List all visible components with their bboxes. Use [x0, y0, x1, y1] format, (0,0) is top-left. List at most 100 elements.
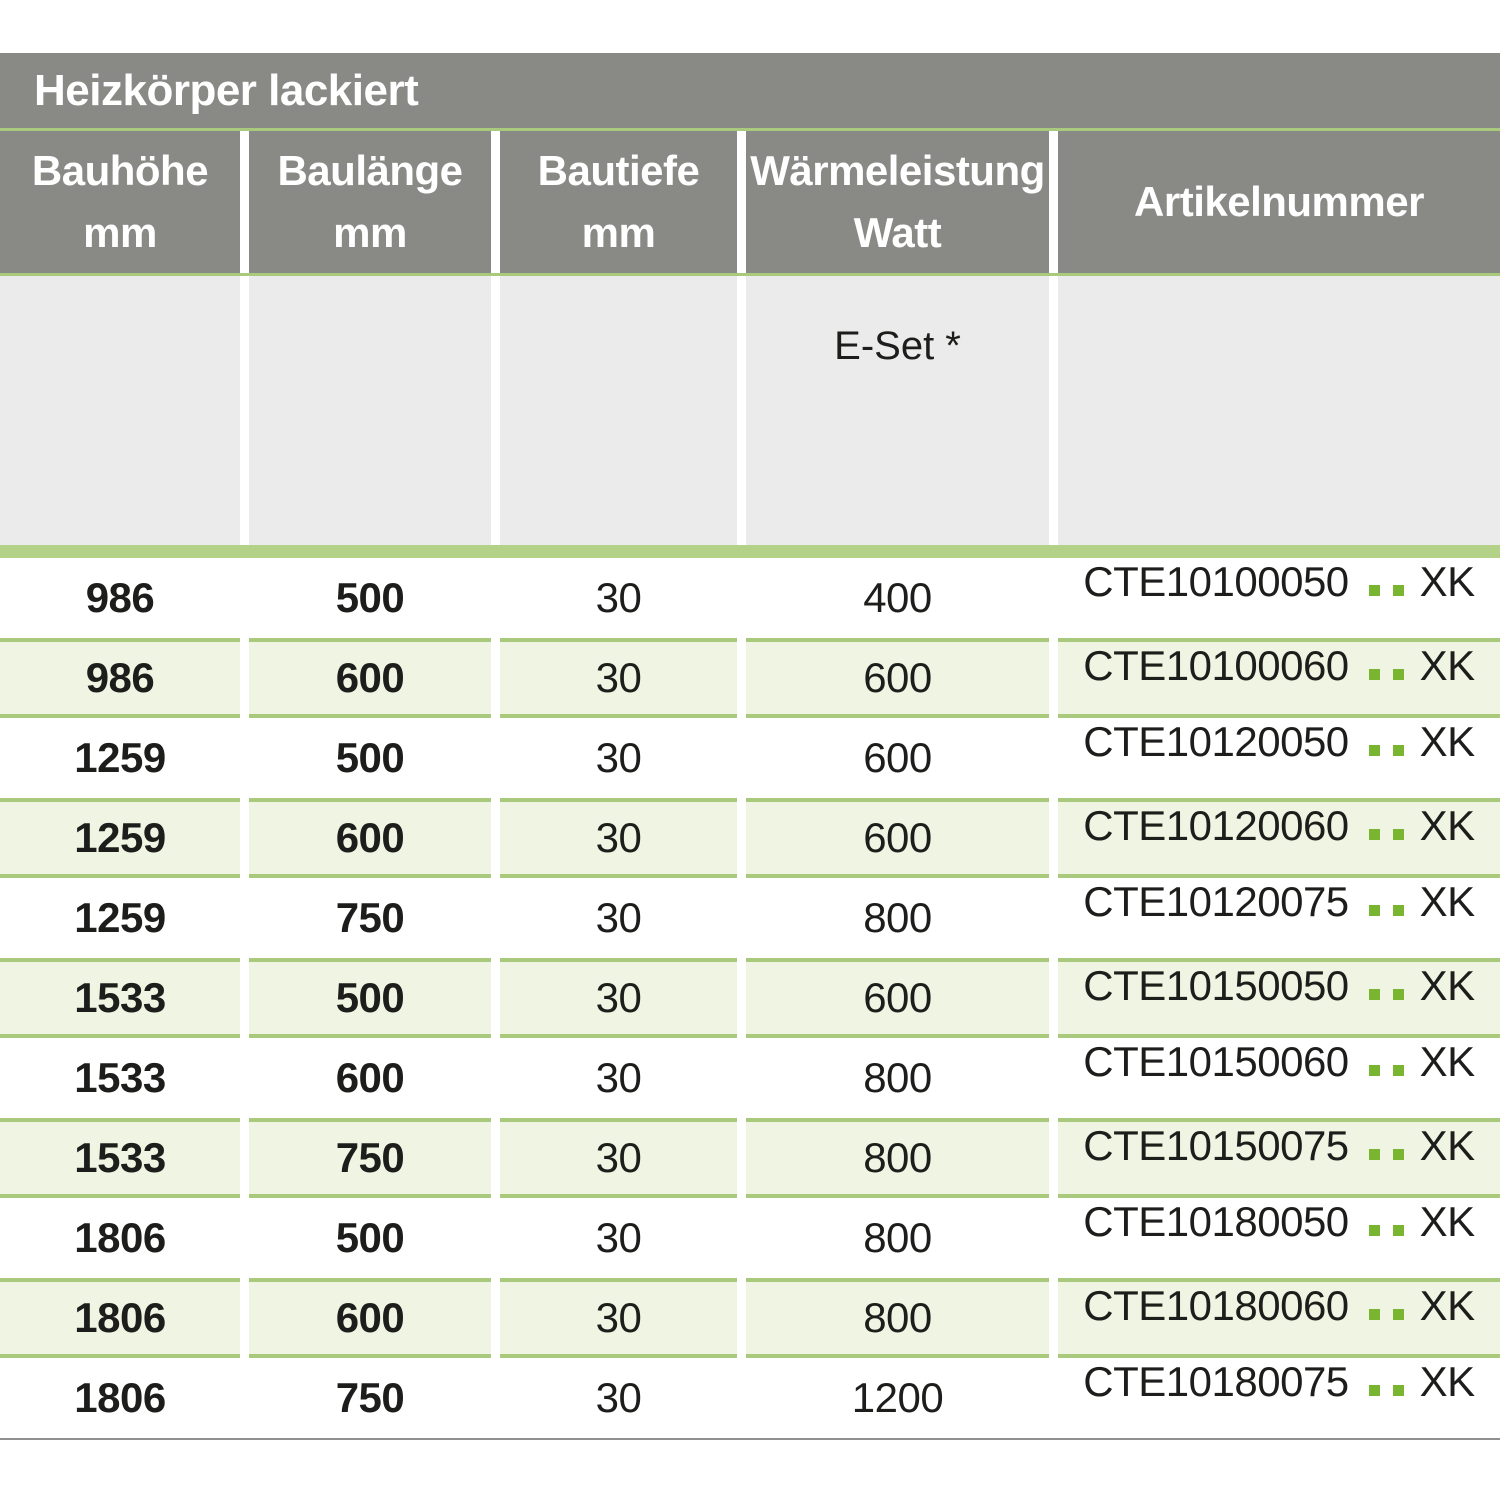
cell-watt: 400 [746, 558, 1049, 638]
artikel-dot [1368, 745, 1380, 756]
artikelnummer-value: CTE10120050 XK [1083, 718, 1476, 798]
artikel-dot [1392, 1309, 1404, 1320]
cell-bauhoehe: 1533 [0, 958, 240, 1038]
artikelnummer-value: CTE10100060 XK [1083, 642, 1475, 714]
cell-value: 30 [595, 654, 642, 701]
cell-bauhoehe: 1259 [0, 718, 240, 798]
cell-value: 600 [335, 654, 405, 701]
table-body: 986 500 30 400 CTE10100050 XK 986 600 30 [0, 558, 1500, 1438]
cell-bauhoehe: 1806 [0, 1358, 240, 1438]
cell-value: 750 [335, 894, 405, 941]
cell-artikelnummer: CTE10180050 XK [1058, 1198, 1500, 1278]
cell-value: 800 [863, 1214, 932, 1261]
cell-artikelnummer: CTE10150075 XK [1058, 1118, 1500, 1198]
artikel-dots [1368, 1309, 1404, 1320]
header-unit: mm [333, 209, 407, 256]
artikel-prefix: CTE10180050 [1083, 1198, 1349, 1245]
cell-value: 1533 [74, 1134, 166, 1181]
artikel-prefix: CTE10120075 [1083, 878, 1349, 925]
subheader-cell-baulaenge [249, 276, 491, 545]
subheader-cell-bautiefe [500, 276, 737, 545]
artikel-dot [1368, 1149, 1380, 1160]
artikel-dot [1392, 1225, 1404, 1236]
cell-baulaenge: 750 [249, 1358, 491, 1438]
artikel-dots [1368, 989, 1404, 1000]
cell-value: 1533 [74, 974, 166, 1021]
cell-value: 1200 [851, 1374, 944, 1421]
cell-value: 800 [863, 894, 932, 941]
cell-watt: 800 [746, 878, 1049, 958]
cell-baulaenge: 600 [249, 798, 491, 878]
subheader-row: E-Set * [0, 276, 1500, 545]
cell-value: 750 [335, 1134, 405, 1181]
cell-value: 1806 [74, 1374, 166, 1421]
header-cell-bautiefe: Bautiefe mm [500, 131, 737, 273]
cell-value: 1806 [74, 1214, 166, 1261]
table-row: 1533 750 30 800 CTE10150075 XK [0, 1118, 1500, 1198]
artikel-dot [1368, 829, 1380, 840]
cell-value: 30 [595, 974, 642, 1021]
cell-bautiefe: 30 [500, 718, 737, 798]
cell-value: 30 [595, 894, 642, 941]
cell-value: 500 [335, 1214, 405, 1261]
cell-artikelnummer: CTE10120050 XK [1058, 718, 1500, 798]
artikelnummer-value: CTE10120060 XK [1083, 802, 1475, 874]
artikel-dot [1392, 585, 1404, 596]
cell-baulaenge: 500 [249, 558, 491, 638]
table-row: 1806 750 30 1200 CTE10180075 XK [0, 1358, 1500, 1438]
cell-baulaenge: 750 [249, 878, 491, 958]
cell-value: 1533 [74, 1054, 166, 1101]
header-cell-bauhoehe: Bauhöhe mm [0, 131, 240, 273]
header-label: Bautiefe [537, 147, 700, 194]
header-unit: mm [581, 209, 656, 256]
eset-label: E-Set * [834, 324, 961, 368]
cell-bautiefe: 30 [500, 1118, 737, 1198]
artikel-dot [1368, 1065, 1380, 1076]
artikel-suffix: XK [1419, 878, 1476, 925]
table-row: 1533 600 30 800 CTE10150060 XK [0, 1038, 1500, 1118]
cell-artikelnummer: CTE10100050 XK [1058, 558, 1500, 638]
cell-baulaenge: 500 [249, 958, 491, 1038]
artikel-dots [1368, 585, 1404, 596]
cell-value: 600 [335, 1294, 405, 1341]
artikel-dots [1368, 669, 1404, 680]
cell-value: 1806 [74, 1294, 166, 1341]
artikel-suffix: XK [1419, 718, 1476, 765]
artikel-suffix: XK [1419, 1198, 1476, 1245]
cell-bautiefe: 30 [500, 1198, 737, 1278]
cell-bautiefe: 30 [500, 1358, 737, 1438]
header-label: Artikelnummer [1134, 178, 1424, 225]
cell-value: 600 [863, 734, 932, 781]
artikel-dots [1368, 829, 1404, 840]
artikel-dot [1368, 1385, 1380, 1396]
subheader-cell-eset: E-Set * [746, 276, 1049, 545]
artikel-dot [1392, 1385, 1404, 1396]
artikel-dot [1368, 989, 1380, 1000]
header-label: Bauhöhe [31, 147, 209, 194]
cell-value: 800 [863, 1134, 932, 1181]
cell-bautiefe: 30 [500, 638, 737, 718]
header-cell-artikelnummer: Artikelnummer [1058, 131, 1500, 273]
cell-bautiefe: 30 [500, 558, 737, 638]
cell-value: 500 [335, 974, 405, 1021]
cell-bauhoehe: 1806 [0, 1198, 240, 1278]
artikel-dot [1368, 1309, 1380, 1320]
cell-artikelnummer: CTE10100060 XK [1058, 638, 1500, 718]
cell-baulaenge: 750 [249, 1118, 491, 1198]
cell-value: 800 [863, 1054, 932, 1101]
cell-value: 800 [863, 1294, 932, 1341]
column-header-row: Bauhöhe mm Baulänge mm Bautiefe mm Wärme… [0, 128, 1500, 276]
artikelnummer-value: CTE10180050 XK [1083, 1198, 1476, 1278]
artikel-dots [1368, 1149, 1404, 1160]
artikel-dots [1368, 905, 1404, 916]
artikel-dots [1368, 1065, 1404, 1076]
artikel-suffix: XK [1419, 1358, 1476, 1405]
table-row: 986 500 30 400 CTE10100050 XK [0, 558, 1500, 638]
artikel-dot [1368, 905, 1380, 916]
subheader-cell-artikelnummer [1058, 276, 1500, 545]
subheader-cell-bauhoehe [0, 276, 240, 545]
cell-value: 600 [335, 1054, 405, 1101]
artikel-suffix: XK [1419, 1038, 1476, 1085]
cell-bautiefe: 30 [500, 1038, 737, 1118]
cell-artikelnummer: CTE10150050 XK [1058, 958, 1500, 1038]
